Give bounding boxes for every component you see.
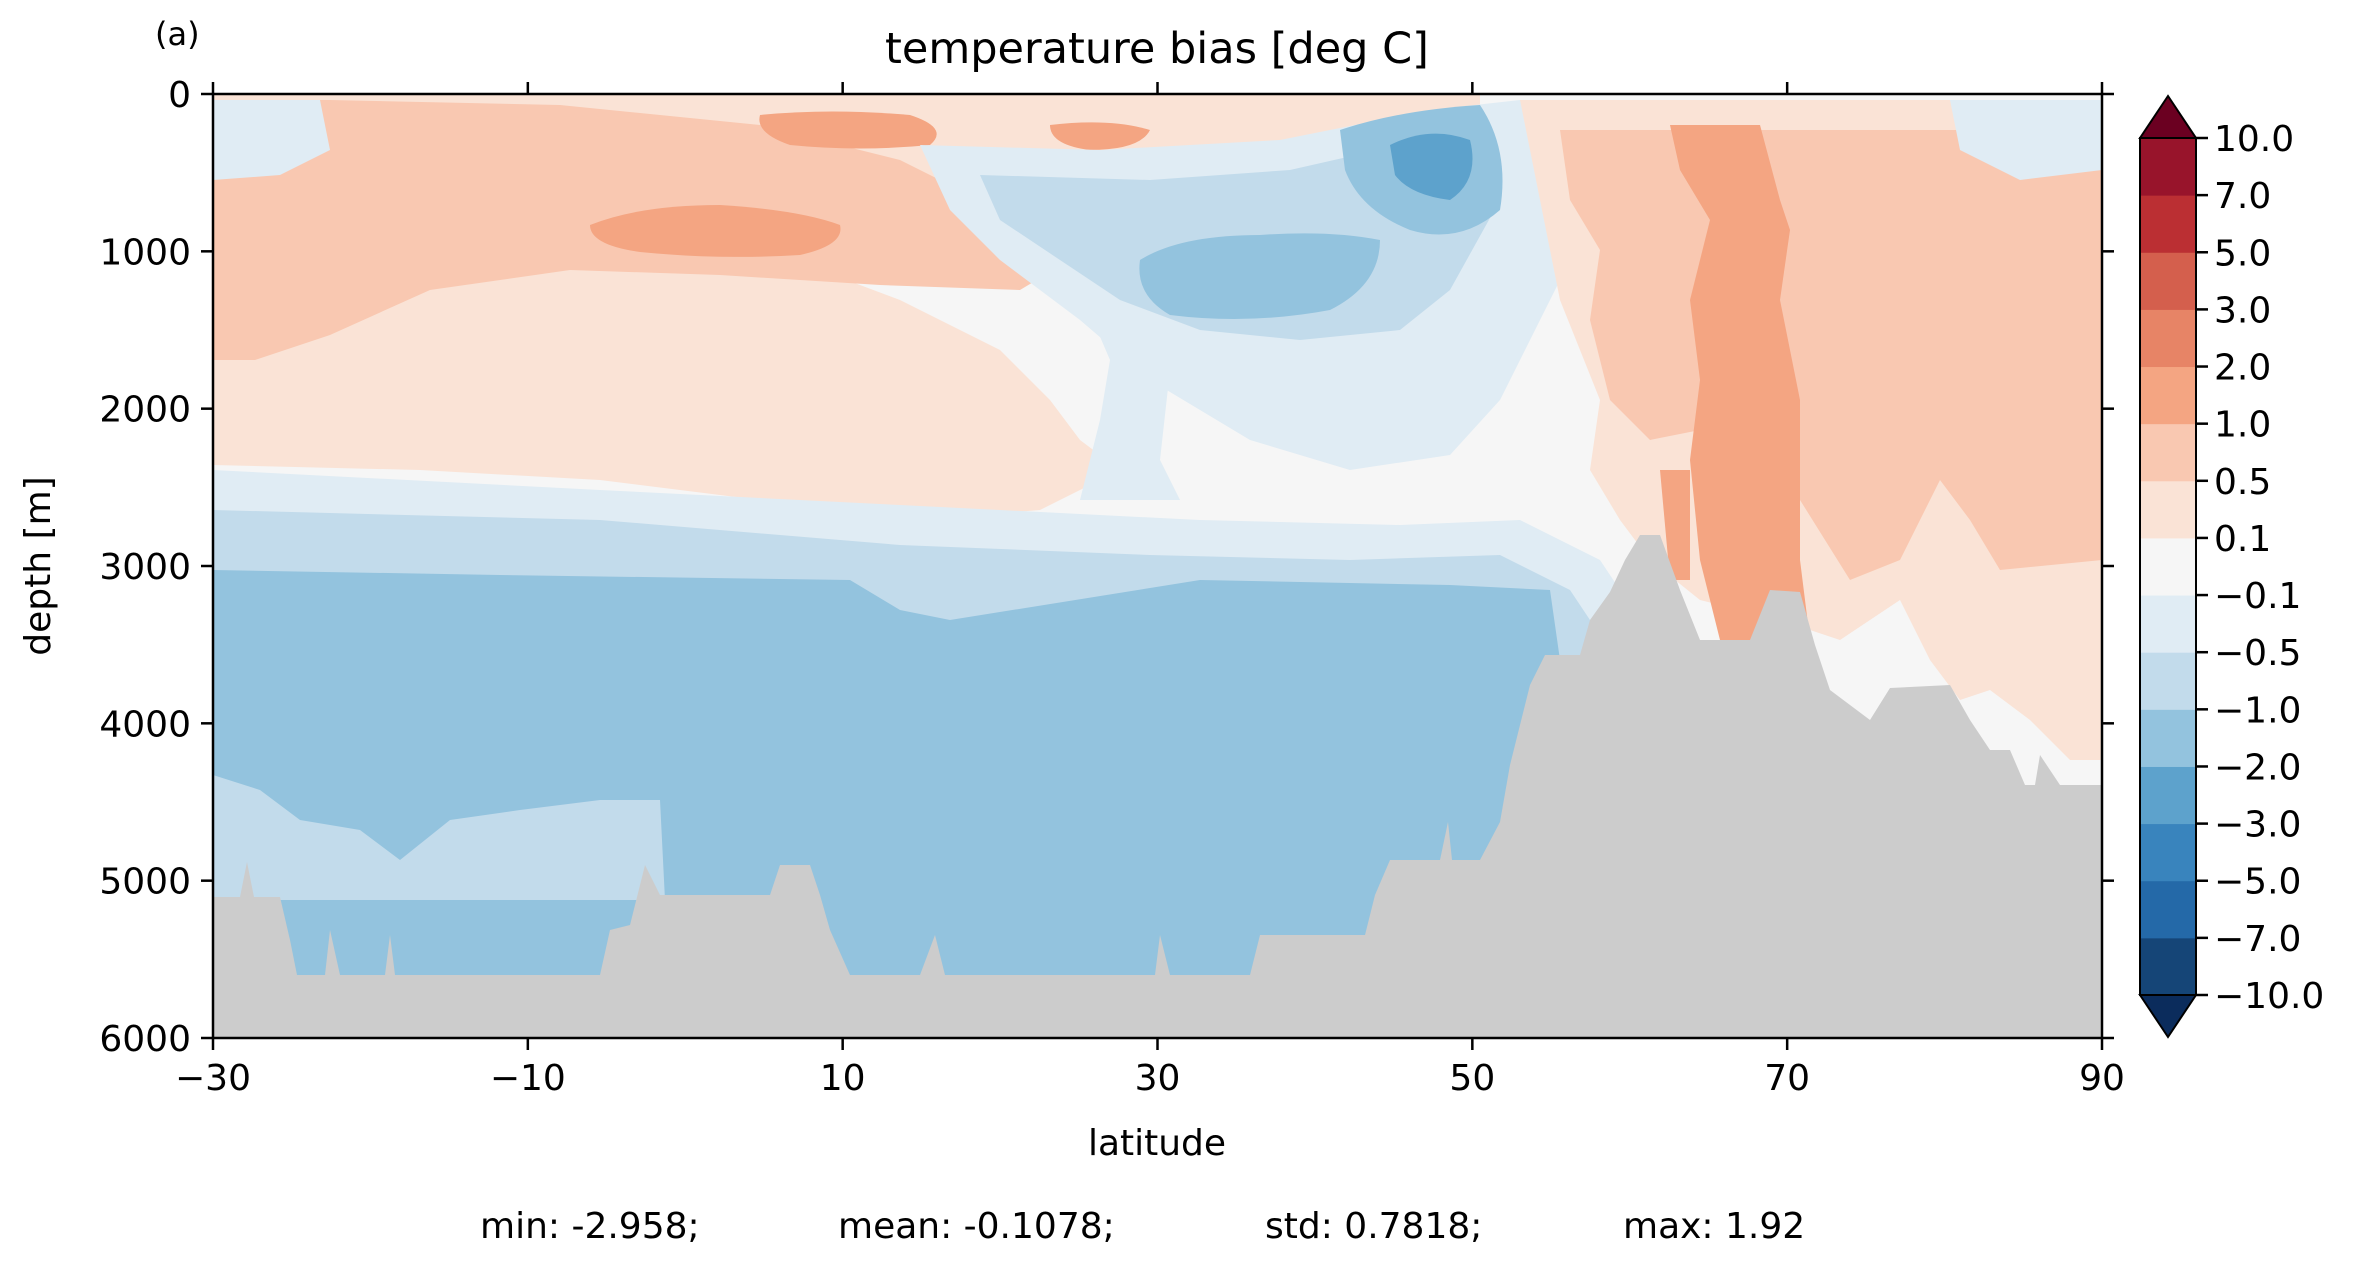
colorbar-tick-label: −7.0	[2214, 919, 2301, 960]
x-tick-label: 90	[2079, 1058, 2125, 1099]
contour-warm-arctic-mid	[1560, 130, 2102, 580]
contour-cool-mid-gap	[1080, 290, 1180, 500]
colorbar-swatch	[2140, 709, 2196, 767]
colorbar-extend-over	[2138, 94, 2198, 139]
colorbar-tick-label: 0.5	[2214, 462, 2271, 503]
x-tick-label: 70	[1764, 1058, 1810, 1099]
chart-title: temperature bias [deg C]	[885, 24, 1429, 74]
contour-warm-arctic-core	[1670, 125, 1810, 650]
colorbar-swatch	[2140, 880, 2196, 939]
x-tick-label: 50	[1449, 1058, 1495, 1099]
contour-fields	[213, 94, 2102, 1038]
x-axis-ticks: −30 −10 10 30 50 70 90	[175, 82, 2125, 1099]
colorbar-tick-label: −0.1	[2214, 576, 2301, 617]
colorbar-swatch	[2140, 823, 2196, 882]
colorbar-extend-under	[2138, 994, 2198, 1039]
colorbar-tick-label: −0.5	[2214, 633, 2301, 674]
contour-warm-core-west	[590, 205, 841, 257]
colorbar-tick-label: 0.1	[2214, 519, 2271, 560]
stat-min: min: -2.958;	[480, 1206, 700, 1247]
colorbar-swatch	[2140, 480, 2196, 539]
colorbar-tick-label: −10.0	[2214, 976, 2324, 1017]
y-tick-label: 5000	[99, 862, 191, 903]
colorbar-swatch	[2140, 138, 2196, 196]
contour-warm-core-surface	[759, 111, 937, 149]
contour-cool-surface-west	[213, 100, 330, 180]
colorbar-swatch	[2140, 423, 2196, 482]
colorbar-tick-label: −2.0	[2214, 747, 2301, 788]
colorbar-swatch	[2140, 652, 2196, 710]
y-tick-label: 3000	[99, 547, 191, 588]
colorbar-tick-label: −3.0	[2214, 805, 2301, 846]
y-tick-label: 4000	[99, 704, 191, 745]
y-axis-ticks: 0 1000 2000 3000 4000 5000 6000	[99, 75, 2114, 1060]
panel-label: (a)	[155, 15, 200, 53]
colorbar-swatch	[2140, 595, 2196, 653]
colorbar-tick-label: 2.0	[2214, 348, 2271, 389]
stat-max: max: 1.92	[1623, 1206, 1805, 1247]
y-axis-label: depth [m]	[18, 476, 59, 655]
contour-warm-mid-tongue	[213, 240, 1120, 520]
stat-std: std: 0.7818;	[1265, 1206, 1482, 1247]
land-mask-bathymetry	[213, 535, 2102, 1038]
x-tick-label: 30	[1135, 1058, 1181, 1099]
colorbar-tick-label: 1.0	[2214, 405, 2271, 446]
stats-line: min: -2.958; mean: -0.1078; std: 0.7818;…	[480, 1206, 1805, 1247]
y-tick-label: 1000	[99, 232, 191, 273]
colorbar-tick-label: 10.0	[2214, 119, 2294, 160]
colorbar-tick-label: −5.0	[2214, 862, 2301, 903]
colorbar-frame	[2139, 137, 2197, 996]
colorbar-swatch	[2140, 937, 2196, 996]
stat-mean: mean: -0.1078;	[838, 1206, 1115, 1247]
contour-cool-arctic-surface	[1950, 100, 2102, 180]
y-tick-label: 6000	[99, 1019, 191, 1060]
plot-area	[213, 94, 2102, 1038]
contour-warm-core-surface-2	[1050, 122, 1150, 150]
y-tick-label: 2000	[99, 390, 191, 431]
colorbar-swatch	[2140, 252, 2196, 310]
contour-deep-cool-abyssal	[213, 775, 665, 900]
colorbar-swatch	[2140, 766, 2196, 825]
contour-deep-cool-inner	[213, 570, 1560, 1038]
contour-cool-surface-deep	[1390, 133, 1473, 200]
x-axis-label: latitude	[1088, 1123, 1226, 1164]
y-tick-label: 0	[168, 75, 191, 116]
colorbar: −10.0 −7.0 −5.0 −3.0 −2.0 −1.0 −0.5 −0.1 0.1 0.5 1…	[2138, 94, 2324, 1039]
x-tick-label: −30	[175, 1058, 251, 1099]
colorbar-swatch	[2140, 195, 2196, 253]
colorbar-swatch	[2140, 309, 2196, 368]
colorbar-swatch	[2140, 537, 2196, 596]
colorbar-tick-label: 3.0	[2214, 290, 2271, 331]
colorbar-tick-label: 5.0	[2214, 233, 2271, 274]
x-tick-label: 10	[820, 1058, 866, 1099]
x-tick-label: −10	[490, 1058, 566, 1099]
colorbar-tick-label: −1.0	[2214, 690, 2301, 731]
colorbar-swatch	[2140, 366, 2196, 425]
contour-warm-arctic-core-2	[1660, 470, 1690, 580]
colorbar-tick-label: 7.0	[2214, 176, 2271, 217]
contour-cool-1000m-core	[1139, 233, 1380, 319]
